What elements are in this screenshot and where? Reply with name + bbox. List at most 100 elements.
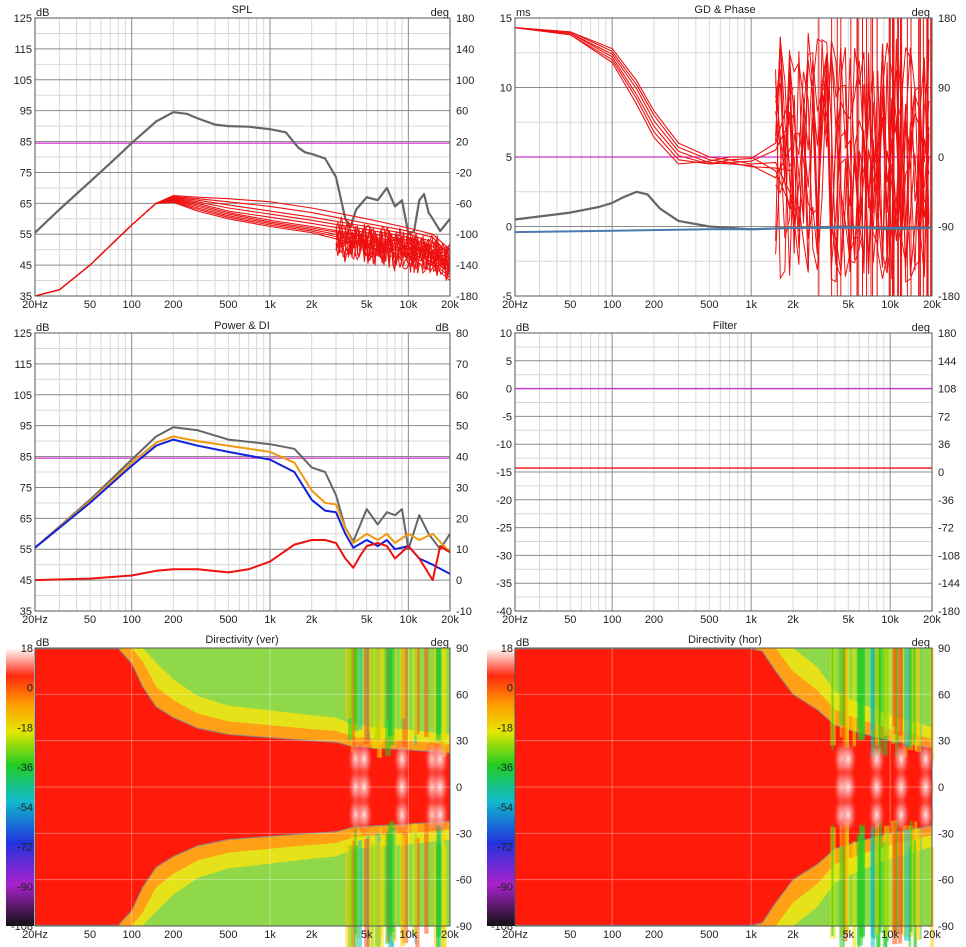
heat-streak bbox=[379, 826, 382, 939]
y-tick-label-right: 10 bbox=[456, 544, 468, 556]
heat-hotspot bbox=[393, 767, 412, 807]
heat-streak bbox=[859, 824, 865, 937]
dver-x-ticks: 20Hz 50 100 200 500 1k 2k 5k 10k 20k bbox=[22, 929, 459, 941]
y-tick-label-left: 125 bbox=[14, 328, 32, 340]
heat-streak bbox=[899, 648, 903, 735]
y-tick-label-right: 0 bbox=[938, 782, 944, 794]
dver-plot-frame bbox=[34, 647, 451, 927]
y-tick-label-right: 60 bbox=[456, 390, 468, 402]
x-tick-label: 200 bbox=[164, 299, 182, 311]
y-tick-label-right: 0 bbox=[938, 467, 944, 479]
heat-streak bbox=[875, 823, 879, 935]
y-tick-label-left: 5 bbox=[506, 356, 512, 368]
y-tick-label-right: 100 bbox=[456, 75, 474, 87]
series-line-gray bbox=[34, 111, 451, 236]
x-tick-label: 200 bbox=[164, 929, 182, 941]
y-tick-label-left: 35 bbox=[20, 606, 32, 618]
y-tick-label-right: -30 bbox=[456, 828, 472, 840]
heat-streak bbox=[352, 648, 355, 758]
colorbar-label: -36 bbox=[497, 762, 513, 774]
heat-streak bbox=[913, 648, 916, 744]
y-tick-label-left: 85 bbox=[20, 452, 32, 464]
heat-hotspot bbox=[916, 767, 935, 807]
heat-streak bbox=[443, 648, 447, 757]
y-tick-label-right: 72 bbox=[938, 411, 950, 423]
dhor-x-ticks: 20Hz 50 100 200 500 1k 2k 5k 10k 20k bbox=[502, 929, 941, 941]
y-tick-label-right: 60 bbox=[456, 106, 468, 118]
filter-grid bbox=[514, 332, 933, 612]
y-tick-label-left: 55 bbox=[20, 229, 32, 241]
heat-streak bbox=[400, 648, 406, 719]
filter-y-ticks: 10 5 0 -5 -10 -15 -20 -25 -30 -35 -40 180 144 108 72 36… bbox=[496, 328, 960, 618]
y-tick-label-right: -90 bbox=[456, 921, 472, 933]
y-tick-label-left: 115 bbox=[14, 44, 32, 56]
colorbar-label: 18 bbox=[21, 643, 33, 655]
series-line-red bbox=[514, 27, 794, 179]
x-tick-label: 2k bbox=[787, 299, 799, 311]
heat-streak bbox=[909, 648, 913, 745]
heat-streak bbox=[354, 648, 357, 721]
x-tick-label: 5k bbox=[843, 299, 855, 311]
heat-streak bbox=[433, 844, 438, 947]
colorbar-label: -108 bbox=[11, 921, 33, 933]
x-tick-label: 200 bbox=[164, 614, 182, 626]
heat-streak bbox=[883, 825, 890, 937]
heat-hotspot bbox=[916, 794, 935, 835]
x-tick-label: 500 bbox=[700, 929, 718, 941]
dhor-title: Directivity (hor) bbox=[688, 634, 762, 646]
heat-streak bbox=[877, 648, 883, 753]
gd-title: GD & Phase bbox=[694, 4, 755, 16]
x-tick-label: 5k bbox=[361, 299, 373, 311]
filter-title: Filter bbox=[713, 320, 738, 332]
directivity-ver-panel: Directivity (ver) dB deg 18 0 -18 -36 -54 -72… bbox=[6, 634, 472, 947]
heat-streak bbox=[913, 839, 916, 947]
y-tick-label-right: 20 bbox=[456, 137, 468, 149]
series-line-gray bbox=[34, 426, 451, 551]
heat-streak bbox=[345, 843, 352, 947]
gd-phase-traces bbox=[775, 18, 932, 296]
x-tick-label: 20k bbox=[923, 299, 941, 311]
pdi-ylabel-left: dB bbox=[36, 322, 49, 334]
heat-streak bbox=[354, 823, 357, 935]
dver-y-ticks: 90 60 30 0 -30 -60 -90 bbox=[456, 643, 472, 933]
x-tick-label: 10k bbox=[881, 614, 899, 626]
filter-plot-frame bbox=[514, 332, 933, 612]
series-line-red bbox=[514, 27, 794, 165]
pdi-y-ticks: 125 115 105 95 85 75 65 55 45 35 80 70 60 50 40 30 20 10 0… bbox=[14, 328, 472, 618]
y-tick-label-left: 45 bbox=[20, 575, 32, 587]
series-line-red bbox=[514, 27, 794, 165]
heat-streak bbox=[877, 821, 883, 933]
y-tick-label-left: 45 bbox=[20, 260, 32, 272]
dhor-heatmap bbox=[515, 648, 935, 947]
spl-title: SPL bbox=[232, 4, 253, 16]
y-tick-label-left: 115 bbox=[14, 359, 32, 371]
heat-streak bbox=[893, 648, 897, 734]
heat-streak bbox=[842, 648, 848, 759]
filter-ylabel-right: deg bbox=[912, 322, 930, 334]
dhor-colorbar-labels: 18 0 -18 -36 -54 -72 -90 -108 bbox=[491, 643, 513, 933]
dver-ylabel-left: dB bbox=[36, 637, 49, 649]
y-tick-label-left: 55 bbox=[20, 544, 32, 556]
dver-heatmap bbox=[35, 648, 451, 947]
heat-hotspot bbox=[892, 794, 911, 835]
pdi-series bbox=[34, 426, 451, 582]
dver-colorbar-labels: 18 0 -18 -36 -54 -72 -90 -108 bbox=[11, 643, 33, 933]
series-line-steelblue bbox=[514, 226, 932, 234]
y-tick-label-right: 40 bbox=[456, 452, 468, 464]
heat-hotspot bbox=[393, 794, 412, 835]
x-tick-label: 200 bbox=[645, 299, 663, 311]
heat-streak bbox=[364, 838, 370, 947]
y-tick-label-right: -20 bbox=[456, 167, 472, 179]
y-tick-label-right: 0 bbox=[938, 152, 944, 164]
dhor-colorbar bbox=[487, 648, 515, 926]
x-tick-label: 100 bbox=[603, 929, 621, 941]
x-tick-label: 20Hz bbox=[502, 614, 528, 626]
power-di-panel: Power & DI dB dB 125 115 105 95 85 75 65 55 45 35… bbox=[14, 320, 472, 626]
spl-panel: SPL dB deg 125 115 105 95 85 75 65 55 45 35 180 140… bbox=[14, 4, 478, 311]
heat-hotspot bbox=[431, 767, 450, 807]
heat-streak bbox=[412, 823, 418, 935]
x-tick-label: 2k bbox=[306, 299, 318, 311]
y-tick-label-right: -180 bbox=[938, 606, 960, 618]
heat-hotspot bbox=[892, 767, 911, 807]
heat-streak bbox=[845, 822, 850, 934]
